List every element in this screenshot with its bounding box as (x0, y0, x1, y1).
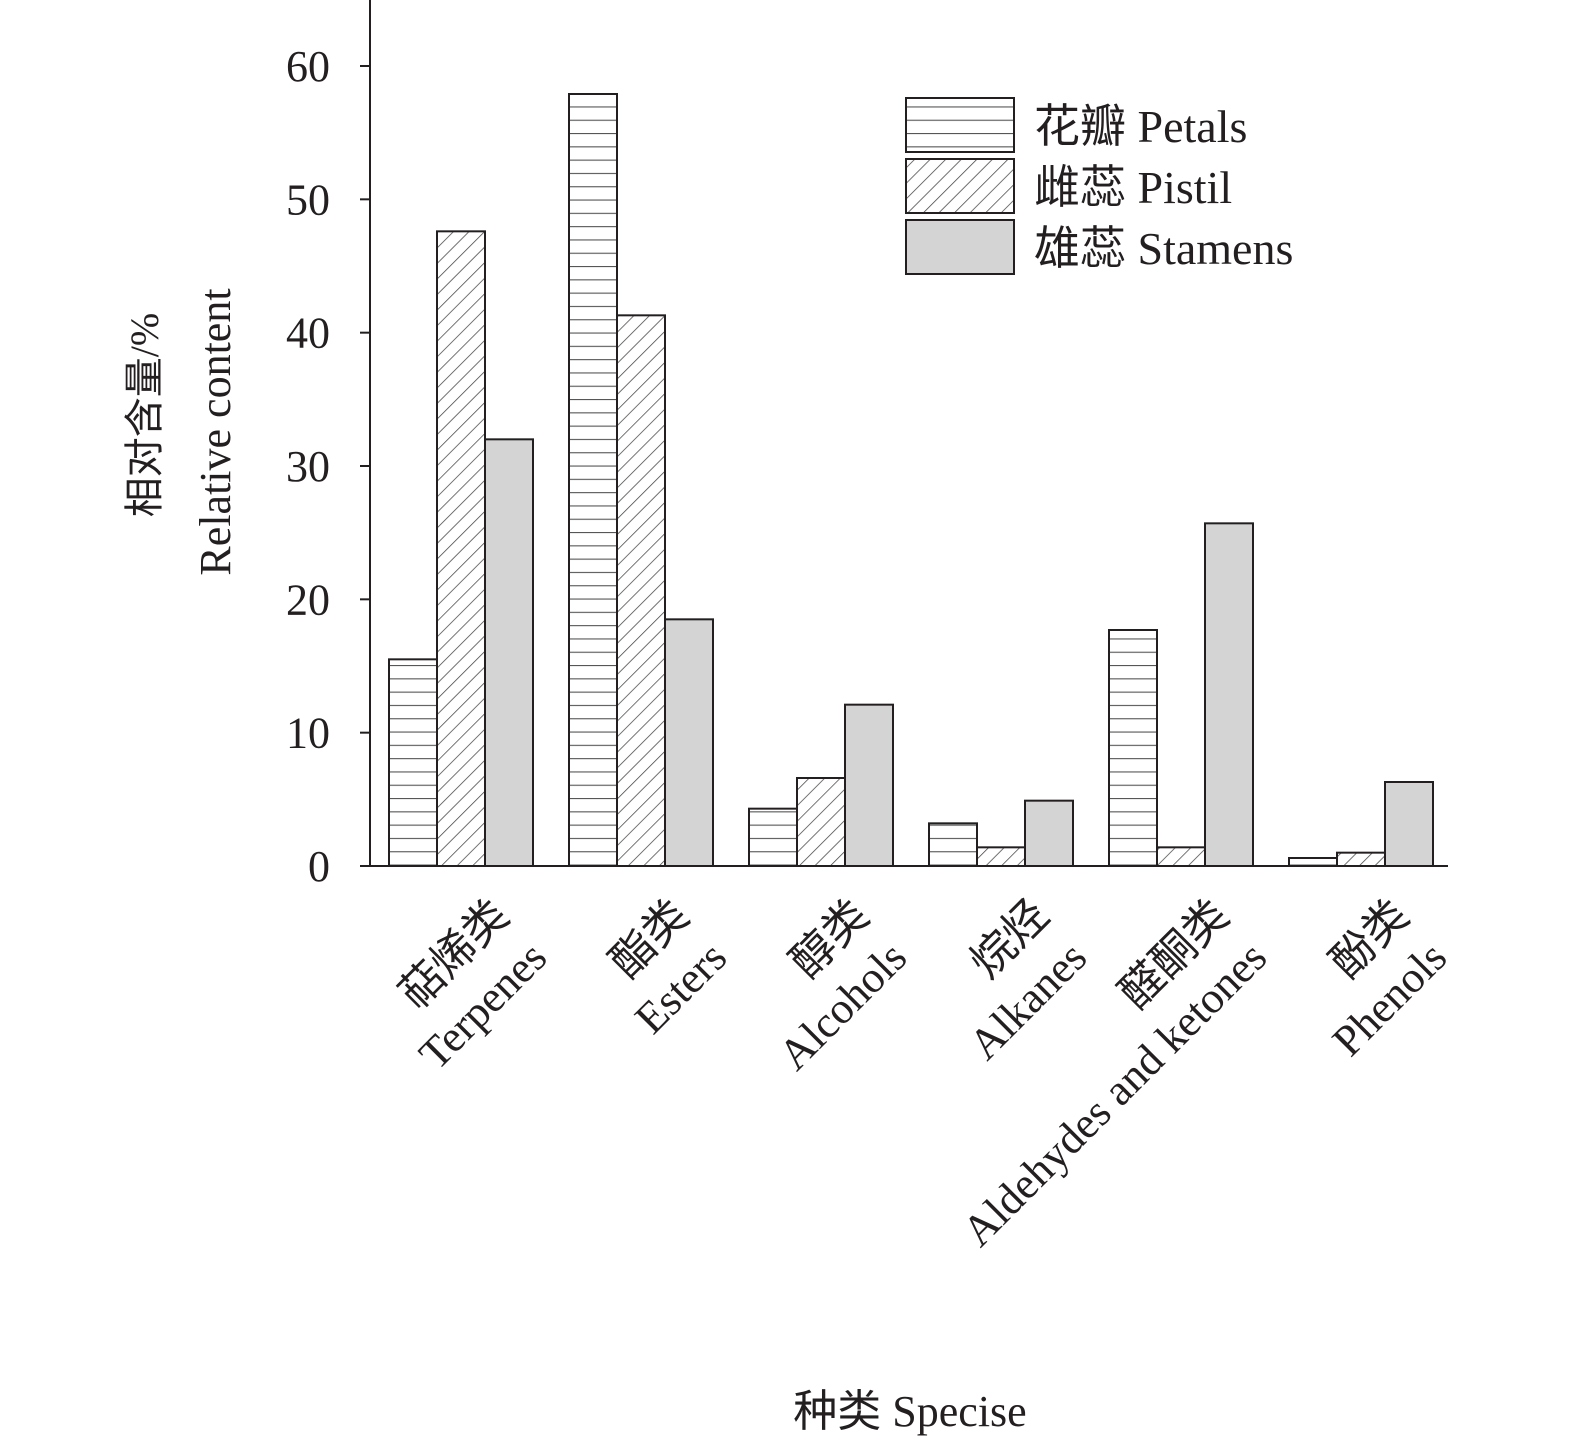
bar-alkanes-stamens (1024, 799, 1074, 868)
y-tick-label: 60 (286, 42, 330, 91)
bar-alcohols-petals (748, 807, 798, 868)
legend-label: 雌蕊 Pistil (1034, 162, 1232, 213)
bars-layer (388, 93, 1434, 868)
y-tick-label: 0 (308, 842, 330, 891)
bar-phenols-stamens (1384, 781, 1434, 867)
legend-label: 雄蕊 Stamens (1034, 223, 1293, 274)
bar-terpenes-pistil (436, 230, 486, 868)
bar-esters-pistil (616, 314, 666, 868)
bar-alcohols-stamens (844, 703, 894, 868)
legend-swatch (905, 97, 1015, 153)
legend: 花瓣 Petals 雌蕊 Pistil 雄蕊 Stamens (905, 97, 1293, 275)
y-tick-label: 50 (286, 175, 330, 224)
bar-aldehydes-and-ketones-pistil (1156, 846, 1206, 867)
legend-swatch (905, 219, 1015, 275)
bar-phenols-pistil (1336, 851, 1386, 868)
y-tick-label: 20 (286, 575, 330, 624)
bar-esters-stamens (664, 618, 714, 867)
legend-swatch (905, 158, 1015, 214)
bar-alkanes-petals (928, 822, 978, 867)
legend-label: 花瓣 Petals (1034, 101, 1247, 152)
bar-terpenes-petals (388, 658, 438, 867)
bar-aldehydes-and-ketones-petals (1108, 629, 1158, 867)
bar-esters-petals (568, 93, 618, 867)
y-tick-label: 10 (286, 709, 330, 758)
bar-alcohols-pistil (796, 777, 846, 867)
y-tick-label: 40 (286, 309, 330, 358)
y-axis-title-cn: 相对含量/% (122, 313, 167, 517)
bar-aldehydes-and-ketones-stamens (1204, 522, 1254, 867)
y-axis-title: Relative content (191, 288, 240, 575)
bar-terpenes-stamens (484, 438, 534, 867)
x-axis-title: 种类 Specise (793, 1387, 1026, 1436)
bar-alkanes-pistil (976, 846, 1026, 867)
y-tick-label: 30 (286, 442, 330, 491)
bar-phenols-petals (1288, 857, 1338, 867)
